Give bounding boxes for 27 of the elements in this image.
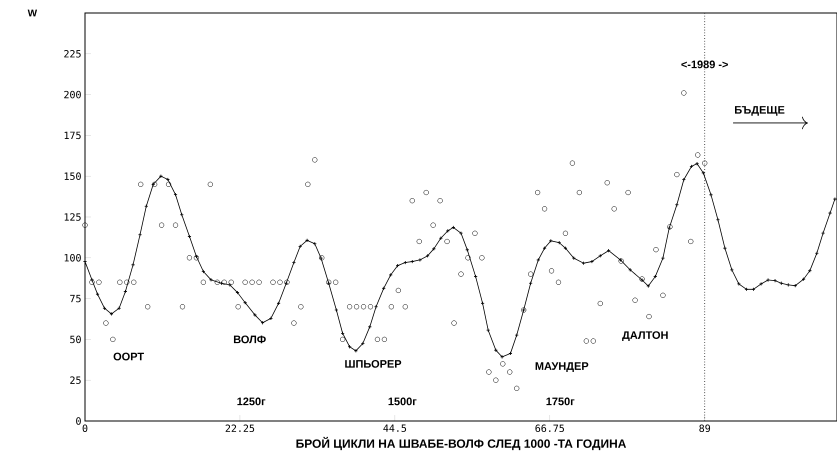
y-tick-label: 25: [70, 376, 81, 384]
x-tick-label: 22.25: [226, 424, 254, 432]
annotation: ДАЛТОН: [622, 331, 668, 342]
y-tick-label: 200: [64, 90, 81, 98]
y-axis-title: W: [28, 10, 38, 16]
annotation: ООРТ: [114, 352, 144, 360]
x-tick-label: 89: [699, 424, 710, 432]
annotation: 1750г: [546, 398, 574, 406]
x-tick-label: 66.75: [535, 424, 564, 432]
annotation: ШПЬОРЕР: [345, 360, 402, 368]
annotation: <-1989 ->: [681, 60, 728, 68]
y-tick-label: 150: [64, 172, 81, 180]
y-tick-label: 175: [64, 132, 81, 140]
annotation: 1500г: [388, 398, 417, 406]
annotation: 1250г: [237, 398, 266, 406]
y-tick-label: 125: [64, 213, 81, 221]
x-tick-label: 0: [82, 424, 88, 432]
y-tick-label: 100: [64, 254, 81, 262]
y-tick-label: 75: [70, 294, 81, 302]
annotation: ВОЛФ: [234, 336, 266, 344]
annotation: МАУНДЕР: [536, 362, 588, 372]
x-tick-label: 44.5: [383, 424, 406, 432]
y-tick-label: 0: [76, 417, 81, 425]
annotation: БЪДЕЩЕ: [734, 106, 784, 116]
y-tick-label: 50: [70, 336, 81, 344]
y-tick-label: 225: [64, 50, 81, 58]
x-axis-title: БРОЙ ЦИКЛИ НА ШВАБЕ-ВОЛФ СЛЕД 1000 -ТА ГОДИНА: [296, 436, 626, 450]
